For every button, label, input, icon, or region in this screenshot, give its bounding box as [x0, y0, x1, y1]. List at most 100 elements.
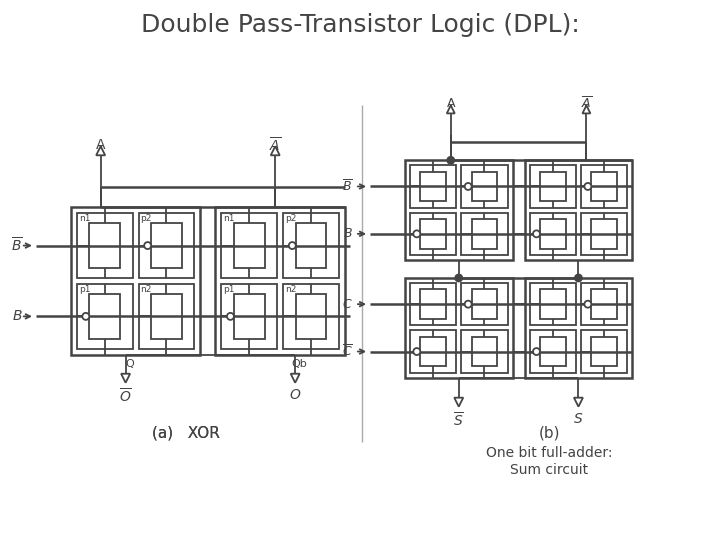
- Text: n2: n2: [285, 285, 297, 294]
- Text: $\overline{A}$: $\overline{A}$: [269, 136, 282, 154]
- Text: A: A: [96, 138, 105, 152]
- Text: $\overline{B}$: $\overline{B}$: [343, 179, 353, 194]
- Polygon shape: [574, 397, 583, 407]
- Text: $\overline{B}$: $\overline{B}$: [12, 237, 23, 255]
- Circle shape: [144, 242, 151, 249]
- Bar: [525, 278, 632, 377]
- Text: p1: p1: [78, 285, 90, 294]
- Bar: [472, 337, 498, 366]
- Circle shape: [447, 157, 454, 164]
- Bar: [405, 278, 513, 377]
- Text: $\overline{A}$: $\overline{A}$: [581, 96, 592, 111]
- Text: p2: p2: [140, 214, 152, 223]
- Circle shape: [533, 231, 540, 238]
- Circle shape: [464, 301, 472, 308]
- Text: $\overline{C}$: $\overline{C}$: [342, 344, 353, 359]
- Text: $C$: $C$: [342, 298, 353, 310]
- Bar: [462, 165, 508, 208]
- Bar: [581, 165, 627, 208]
- Text: A: A: [446, 97, 455, 110]
- Bar: [138, 213, 194, 278]
- Bar: [221, 213, 277, 278]
- Bar: [151, 223, 182, 268]
- Bar: [530, 330, 576, 373]
- Bar: [540, 219, 565, 249]
- Bar: [462, 283, 508, 326]
- Polygon shape: [582, 105, 590, 113]
- Bar: [89, 223, 120, 268]
- Bar: [581, 330, 627, 373]
- Bar: [530, 283, 576, 326]
- Bar: [591, 289, 617, 319]
- Bar: [591, 219, 617, 249]
- Text: n2: n2: [140, 285, 152, 294]
- Bar: [591, 172, 617, 201]
- Bar: [138, 284, 194, 349]
- Bar: [234, 223, 265, 268]
- Text: $\overline{S}$: $\overline{S}$: [454, 411, 464, 430]
- Text: Qb: Qb: [292, 359, 307, 369]
- Bar: [581, 283, 627, 326]
- Bar: [221, 284, 277, 349]
- Bar: [420, 289, 446, 319]
- Polygon shape: [96, 146, 105, 156]
- Circle shape: [464, 183, 472, 190]
- Text: (b): (b): [539, 425, 560, 440]
- Circle shape: [227, 313, 234, 320]
- Bar: [530, 165, 576, 208]
- Circle shape: [289, 242, 296, 249]
- Text: (a)   XOR: (a) XOR: [151, 425, 220, 440]
- Text: (a)   XOR: (a) XOR: [151, 425, 220, 440]
- Text: n1: n1: [223, 214, 235, 223]
- Circle shape: [585, 301, 591, 308]
- Text: $\overline{O}$: $\overline{O}$: [119, 388, 132, 406]
- Bar: [234, 294, 265, 339]
- Bar: [540, 289, 565, 319]
- Polygon shape: [454, 397, 463, 407]
- Bar: [472, 219, 498, 249]
- Bar: [472, 289, 498, 319]
- Text: Q: Q: [125, 359, 134, 369]
- Circle shape: [585, 183, 591, 190]
- Polygon shape: [121, 374, 130, 383]
- Bar: [420, 337, 446, 366]
- Circle shape: [413, 348, 420, 355]
- Text: p1: p1: [223, 285, 235, 294]
- Bar: [591, 337, 617, 366]
- Bar: [420, 219, 446, 249]
- Text: $B$: $B$: [12, 309, 23, 323]
- Bar: [540, 337, 565, 366]
- Bar: [77, 284, 132, 349]
- Polygon shape: [447, 105, 455, 113]
- Bar: [530, 213, 576, 255]
- Bar: [283, 284, 339, 349]
- Bar: [296, 294, 326, 339]
- Bar: [525, 160, 632, 260]
- Circle shape: [533, 348, 540, 355]
- Bar: [410, 213, 456, 255]
- Text: One bit full-adder:
Sum circuit: One bit full-adder: Sum circuit: [486, 447, 613, 477]
- Polygon shape: [271, 146, 279, 156]
- Bar: [405, 160, 513, 260]
- Text: p2: p2: [285, 214, 297, 223]
- Bar: [540, 172, 565, 201]
- Bar: [410, 165, 456, 208]
- Bar: [89, 294, 120, 339]
- Bar: [151, 294, 182, 339]
- Bar: [462, 213, 508, 255]
- Text: Double Pass-Transistor Logic (DPL):: Double Pass-Transistor Logic (DPL):: [140, 12, 580, 37]
- Circle shape: [575, 274, 582, 281]
- Bar: [581, 213, 627, 255]
- Bar: [472, 172, 498, 201]
- Circle shape: [413, 231, 420, 238]
- Bar: [71, 207, 200, 355]
- Text: $S$: $S$: [573, 411, 584, 426]
- Bar: [410, 283, 456, 326]
- Bar: [410, 330, 456, 373]
- Text: $B$: $B$: [343, 227, 353, 240]
- Bar: [283, 213, 339, 278]
- Bar: [215, 207, 345, 355]
- Text: $O$: $O$: [289, 388, 302, 402]
- Circle shape: [82, 313, 89, 320]
- Bar: [296, 223, 326, 268]
